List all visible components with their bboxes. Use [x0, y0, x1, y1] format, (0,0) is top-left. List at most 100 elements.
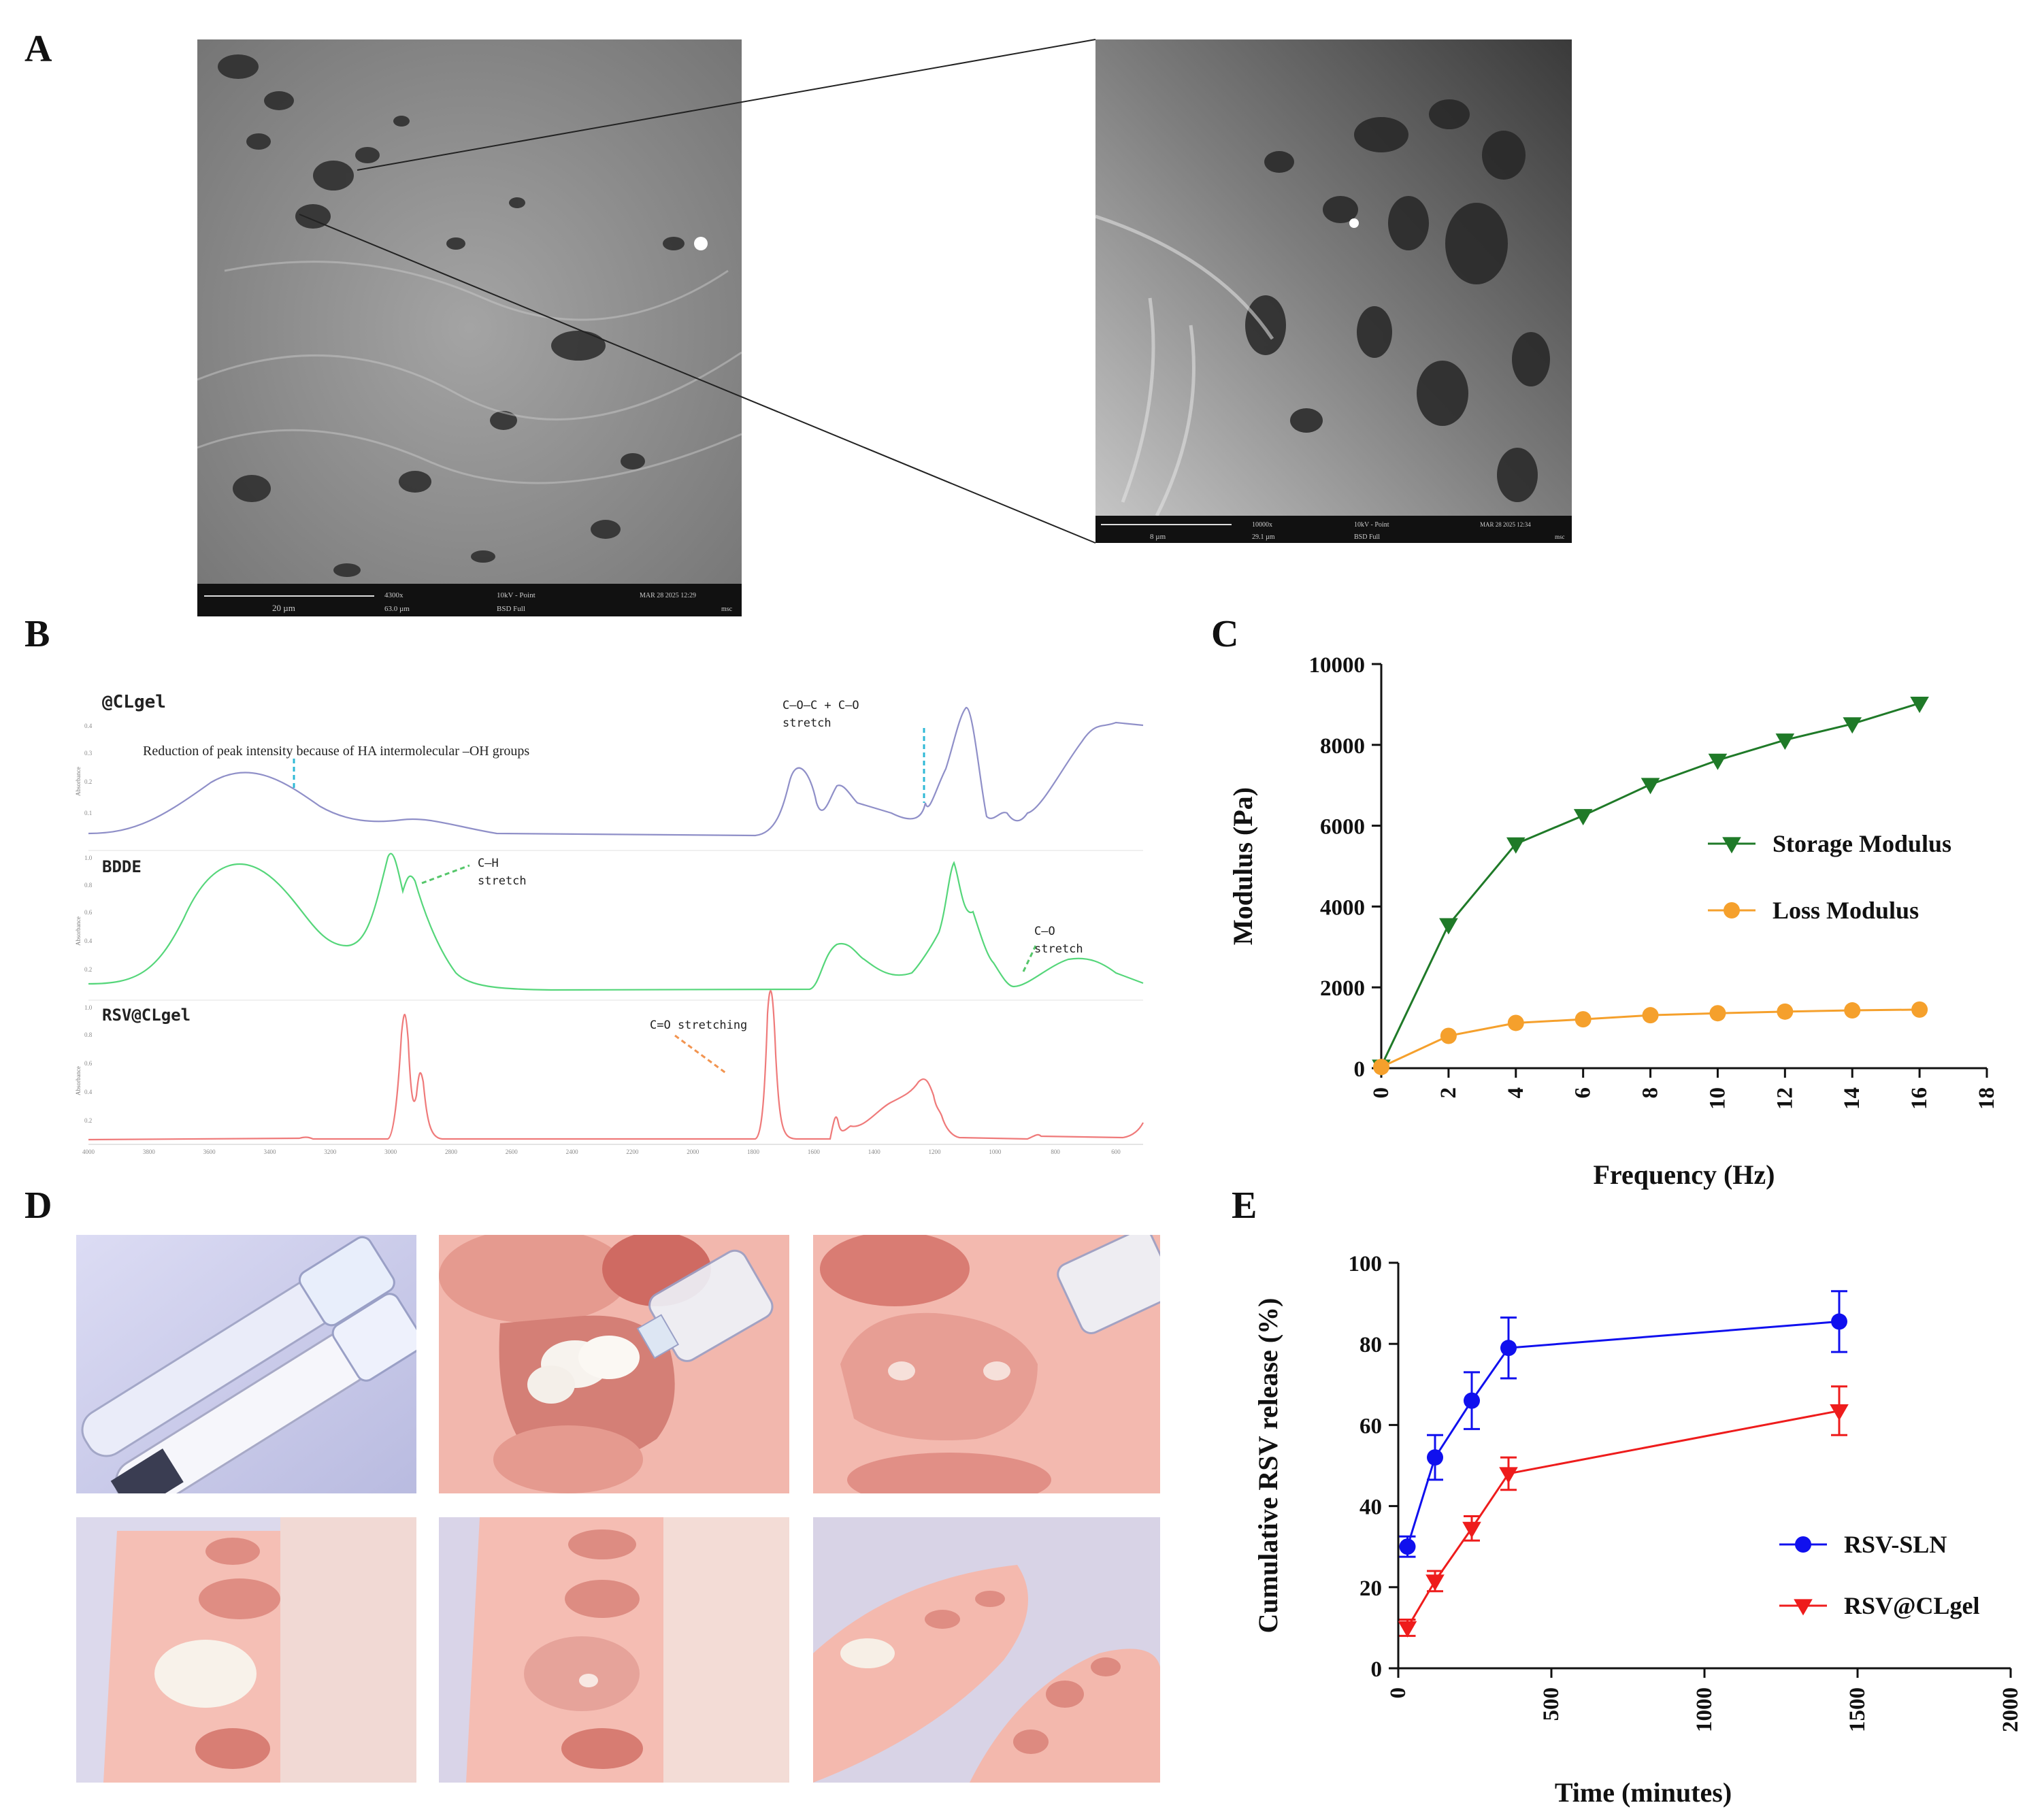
photo-model-gel-clear	[439, 1517, 789, 1783]
y-tick-label: 4000	[1320, 895, 1365, 920]
y-tick-label: 80	[1359, 1333, 1382, 1357]
ftir-tick-top: 0.3	[84, 750, 93, 757]
data-point-storage-modulus	[1439, 918, 1458, 935]
y-tick-label: 0	[1371, 1657, 1383, 1682]
ftir-x-tick-label: 2400	[566, 1148, 579, 1155]
zoom-line-bottom	[299, 214, 1096, 544]
y-tick-label: 0	[1354, 1057, 1366, 1082]
ftir-x-tick-label: 3200	[324, 1148, 337, 1155]
sem-left-kv: 10kV - Point	[497, 591, 535, 599]
x-tick-label: 6	[1571, 1087, 1596, 1099]
x-axis-title: Time (minutes)	[1555, 1777, 1732, 1808]
ftir-annotation-coc-2: stretch	[782, 716, 831, 730]
sem-right-op: msc	[1555, 533, 1565, 540]
ftir-x-tick-label: 3400	[263, 1148, 276, 1155]
x-tick-label: 1500	[1845, 1687, 1870, 1732]
data-point-storage-modulus	[1573, 809, 1593, 826]
ftir-tick-bot: 0.6	[84, 1060, 93, 1067]
ftir-label-bdde: BDDE	[102, 857, 142, 876]
ftir-x-tick-label: 1600	[808, 1148, 821, 1155]
x-tick-label: 12	[1773, 1087, 1797, 1110]
ftir-x-tick-label: 2600	[506, 1148, 518, 1155]
x-tick-label: 2000	[1998, 1687, 2023, 1732]
x-tick-label: 0	[1369, 1087, 1394, 1099]
series-line-rsv-sln	[1406, 1320, 1840, 1547]
ftir-tick-mid: 0.6	[84, 909, 93, 916]
data-point-storage-modulus	[1708, 753, 1728, 770]
ftir-x-tick-label: 3800	[143, 1148, 156, 1155]
x-tick-label: 14	[1840, 1087, 1864, 1110]
modulus-chart: 0 2000 4000 6000 8000 10000 0 2 4 6 8 10 12 14 16 18 Fre…	[1227, 653, 1999, 1190]
panel-label-e: E	[1232, 1185, 1257, 1227]
y-tick-label: 10000	[1309, 653, 1366, 678]
ftir-spectrum-bdde	[88, 853, 1144, 991]
ftir-spectrum-rsv-clgel	[88, 990, 1144, 1141]
y-tick-label: 8000	[1320, 734, 1365, 759]
ftir-x-tick-label: 600	[1111, 1148, 1121, 1155]
sem-left-mag: 4300x	[384, 591, 403, 599]
sem-right-mag: 10000x	[1252, 521, 1272, 529]
ftir-tick-mid: 0.2	[84, 966, 92, 973]
data-point-storage-modulus	[1843, 717, 1862, 734]
sem-left-date: MAR 28 2025 12:29	[640, 592, 696, 599]
photo-model-gel-filled	[76, 1517, 416, 1783]
y-tick-label: 2000	[1320, 976, 1365, 1001]
x-tick-label: 0	[1386, 1687, 1411, 1699]
sem-left-hfw: 63.0 µm	[384, 605, 410, 613]
y-tick-label: 40	[1359, 1495, 1382, 1520]
panel-label-c: C	[1211, 613, 1239, 655]
ftir-ylabel-3: Absorbance	[75, 1066, 82, 1095]
sem-left-det: BSD Full	[497, 605, 525, 613]
y-tick-label: 100	[1349, 1252, 1383, 1276]
ftir-x-tick-label: 2800	[445, 1148, 458, 1155]
y-tick-label: 6000	[1320, 815, 1365, 840]
ftir-x-tick-label: 1800	[747, 1148, 760, 1155]
data-point-loss-modulus	[1844, 1002, 1861, 1019]
ftir-annotation-coc-1: C–O–C + C–O	[782, 699, 859, 712]
ftir-x-tick-label: 3000	[384, 1148, 397, 1155]
ftir-x-tick-label: 1200	[929, 1148, 942, 1155]
panel-label-a: A	[24, 28, 52, 70]
data-point-rsv-clgel	[1462, 1521, 1481, 1538]
photo-gel-after-injection	[813, 1235, 1160, 1493]
ftir-x-tick-label: 800	[1051, 1148, 1060, 1155]
sem-right-date: MAR 28 2025 12:34	[1480, 521, 1531, 528]
ftir-x-tick-label: 1400	[868, 1148, 881, 1155]
ftir-annotation-oh: Reduction of peak intensity because of H…	[143, 744, 529, 759]
data-point-rsv-sln	[1831, 1313, 1847, 1330]
ftir-x-tick-label: 3600	[203, 1148, 216, 1155]
ftir-annotation-ch-1: C–H	[478, 857, 499, 870]
legend-label-rsv-clgel: RSV@CLgel	[1844, 1592, 1980, 1619]
legend-marker-rsv-sln	[1795, 1536, 1811, 1553]
ftir-x-tick-label: 4000	[82, 1148, 95, 1155]
ftir-annotation-co-1: C–O	[1034, 925, 1055, 938]
photo-syringes	[76, 1235, 416, 1493]
data-point-loss-modulus	[1373, 1059, 1389, 1076]
legend-label-storage-modulus: Storage Modulus	[1773, 830, 1951, 857]
x-tick-label: 4	[1504, 1087, 1528, 1099]
data-point-storage-modulus	[1641, 778, 1660, 795]
zoom-connector	[299, 39, 1096, 544]
legend-label-loss-modulus: Loss Modulus	[1773, 897, 1919, 924]
x-tick-label: 500	[1539, 1687, 1564, 1721]
x-tick-label: 18	[1975, 1087, 1999, 1110]
x-tick-label: 10	[1705, 1087, 1730, 1110]
ftir-tick-mid: 0.8	[84, 882, 93, 889]
sem-right-hfw: 29.1 µm	[1252, 533, 1275, 541]
ftir-tick-top: 0.2	[84, 778, 92, 785]
legend-marker-storage-modulus	[1722, 837, 1741, 854]
data-point-rsv-sln	[1427, 1449, 1443, 1466]
ftir-x-tick-label: 1000	[989, 1148, 1002, 1155]
ftir-tick-bot: 1.0	[84, 1004, 93, 1011]
sem-image-low-mag: 20 µm 4300x 63.0 µm 10kV - Point BSD Ful…	[197, 39, 742, 616]
y-axis-title: Cumulative RSV release (%)	[1253, 1298, 1283, 1634]
ftir-x-tick-label: 2200	[626, 1148, 639, 1155]
data-point-loss-modulus	[1777, 1003, 1794, 1020]
ftir-tick-mid: 1.0	[84, 855, 93, 861]
data-point-loss-modulus	[1507, 1014, 1524, 1031]
x-tick-label: 8	[1638, 1087, 1663, 1099]
data-point-rsv-sln	[1500, 1340, 1517, 1357]
sem-right-det: BSD Full	[1354, 533, 1380, 541]
data-point-storage-modulus	[1506, 837, 1526, 854]
data-point-loss-modulus	[1440, 1027, 1457, 1044]
